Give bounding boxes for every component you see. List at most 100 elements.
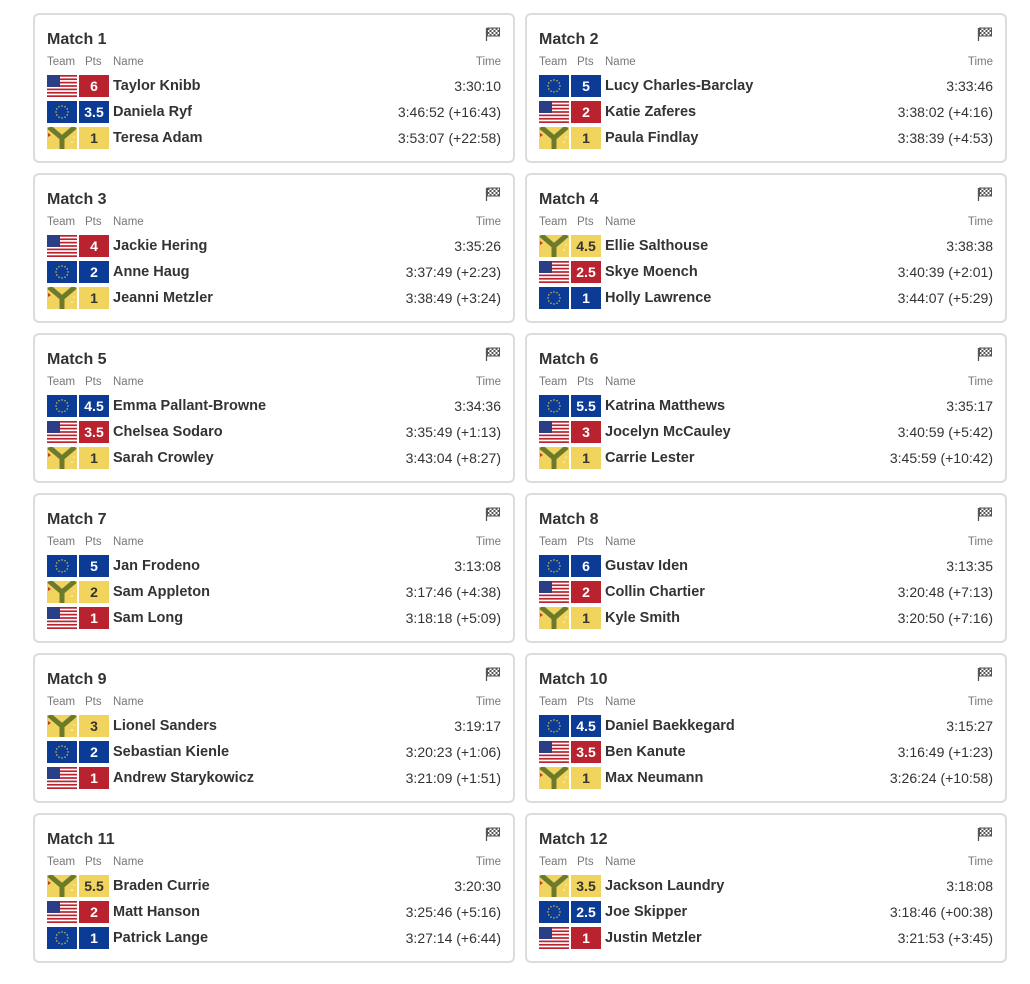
points-badge: 4.5 (571, 715, 601, 737)
header-pts: Pts (577, 216, 594, 228)
result-row: 1 Paula Findlay 3:38:39 (+4:53) (539, 125, 993, 149)
points-badge: 1 (571, 287, 601, 309)
match-card: Match 2 Team Pts Name Time 5 Lucy Charles-Barc… (525, 13, 1007, 163)
team-flag-eur-icon (47, 555, 77, 577)
match-card: Match 5 Team Pts Name Time 4.5 Emma Pallant-Br… (33, 333, 515, 483)
team-flag-usa-icon (47, 607, 77, 629)
finish-time: 3:53:07 (+22:58) (397, 130, 501, 146)
header-time: Time (967, 696, 993, 708)
team-flag-eur-icon (539, 75, 569, 97)
athlete-name: Ben Kanute (605, 744, 686, 760)
header-name: Name (113, 536, 144, 548)
team-flag-int-icon (47, 285, 77, 309)
header-time: Time (967, 376, 993, 388)
points-badge: 5 (571, 75, 601, 97)
header-team: Team (539, 856, 568, 868)
points-badge: 1 (571, 447, 601, 469)
result-row: 5.5 Braden Currie 3:20:30 (47, 873, 501, 897)
match-title: Match 6 (539, 351, 599, 368)
match-title: Match 8 (539, 511, 599, 528)
result-row: 3 Lionel Sanders 3:19:17 (47, 713, 501, 737)
finish-time: 3:38:39 (+4:53) (897, 130, 993, 146)
header-pts: Pts (577, 696, 594, 708)
team-flag-int-icon (539, 233, 569, 257)
finish-time: 3:46:52 (+16:43) (397, 104, 501, 120)
header-team: Team (539, 696, 568, 708)
team-flag-int-icon (47, 445, 77, 469)
header-time: Time (967, 856, 993, 868)
checkered-flag-icon (977, 827, 993, 841)
result-row: 4.5 Ellie Salthouse 3:38:38 (539, 233, 993, 257)
match-title: Match 4 (539, 191, 599, 208)
match-title: Match 11 (47, 831, 115, 848)
team-flag-eur-icon (47, 101, 77, 123)
athlete-name: Taylor Knibb (113, 78, 201, 94)
match-title: Match 9 (47, 671, 107, 688)
checkered-flag-icon (485, 27, 501, 41)
athlete-name: Braden Currie (113, 878, 210, 894)
finish-time: 3:40:39 (+2:01) (897, 264, 993, 280)
finish-time: 3:18:46 (+00:38) (889, 904, 993, 920)
finish-time: 3:15:27 (946, 718, 993, 734)
finish-time: 3:33:46 (946, 78, 993, 94)
finish-time: 3:35:17 (946, 398, 993, 414)
header-pts: Pts (577, 56, 594, 68)
athlete-name: Chelsea Sodaro (113, 424, 223, 440)
points-badge: 5 (79, 555, 109, 577)
header-pts: Pts (85, 536, 102, 548)
header-time: Time (475, 696, 501, 708)
points-badge: 4.5 (79, 395, 109, 417)
result-row: 1 Teresa Adam 3:53:07 (+22:58) (47, 125, 501, 149)
finish-time: 3:35:49 (+1:13) (405, 424, 501, 440)
points-badge: 1 (571, 767, 601, 789)
finish-time: 3:43:04 (+8:27) (405, 450, 501, 466)
athlete-name: Sebastian Kienle (113, 744, 230, 760)
points-badge: 1 (79, 127, 109, 149)
points-badge: 2.5 (571, 261, 601, 283)
header-pts: Pts (85, 376, 102, 388)
column-headers: Team Pts Name Time (47, 536, 501, 550)
header-time: Time (475, 216, 501, 228)
athlete-name: Paula Findlay (605, 130, 699, 146)
column-headers: Team Pts Name Time (47, 56, 501, 70)
athlete-name: Jocelyn McCauley (605, 424, 731, 440)
team-flag-usa-icon (539, 261, 569, 283)
finish-time: 3:18:18 (+5:09) (405, 610, 501, 626)
team-flag-int-icon (47, 713, 77, 737)
header-team: Team (47, 56, 76, 68)
finish-time: 3:13:35 (946, 558, 993, 574)
team-flag-usa-icon (539, 421, 569, 443)
points-badge: 6 (79, 75, 109, 97)
header-pts: Pts (85, 856, 102, 868)
finish-time: 3:18:08 (946, 878, 993, 894)
column-headers: Team Pts Name Time (47, 696, 501, 710)
points-badge: 1 (571, 127, 601, 149)
header-pts: Pts (85, 216, 102, 228)
athlete-name: Daniela Ryf (113, 104, 192, 120)
finish-time: 3:35:26 (454, 238, 501, 254)
result-row: 2 Katie Zaferes 3:38:02 (+4:16) (539, 101, 993, 123)
match-card: Match 4 Team Pts Name Time 4.5 Ellie Salthouse… (525, 173, 1007, 323)
checkered-flag-icon (977, 507, 993, 521)
athlete-name: Gustav Iden (605, 558, 688, 574)
team-flag-eur-icon (539, 287, 569, 309)
header-name: Name (113, 696, 144, 708)
points-badge: 2 (571, 101, 601, 123)
match-card: Match 11 Team Pts Name Time 5.5 Braden Currie 3… (33, 813, 515, 963)
match-title: Match 5 (47, 351, 107, 368)
header-name: Name (113, 216, 144, 228)
team-flag-eur-icon (539, 901, 569, 923)
athlete-name: Collin Chartier (605, 584, 705, 600)
result-row: 3.5 Jackson Laundry 3:18:08 (539, 873, 993, 897)
result-row: 4 Jackie Hering 3:35:26 (47, 235, 501, 257)
column-headers: Team Pts Name Time (539, 856, 993, 870)
finish-time: 3:20:50 (+7:16) (897, 610, 993, 626)
athlete-name: Holly Lawrence (605, 290, 712, 306)
points-badge: 2 (79, 261, 109, 283)
header-name: Name (113, 56, 144, 68)
team-flag-int-icon (539, 765, 569, 789)
header-name: Name (605, 56, 636, 68)
points-badge: 1 (79, 927, 109, 949)
team-flag-usa-icon (539, 741, 569, 763)
result-row: 2.5 Skye Moench 3:40:39 (+2:01) (539, 261, 993, 283)
